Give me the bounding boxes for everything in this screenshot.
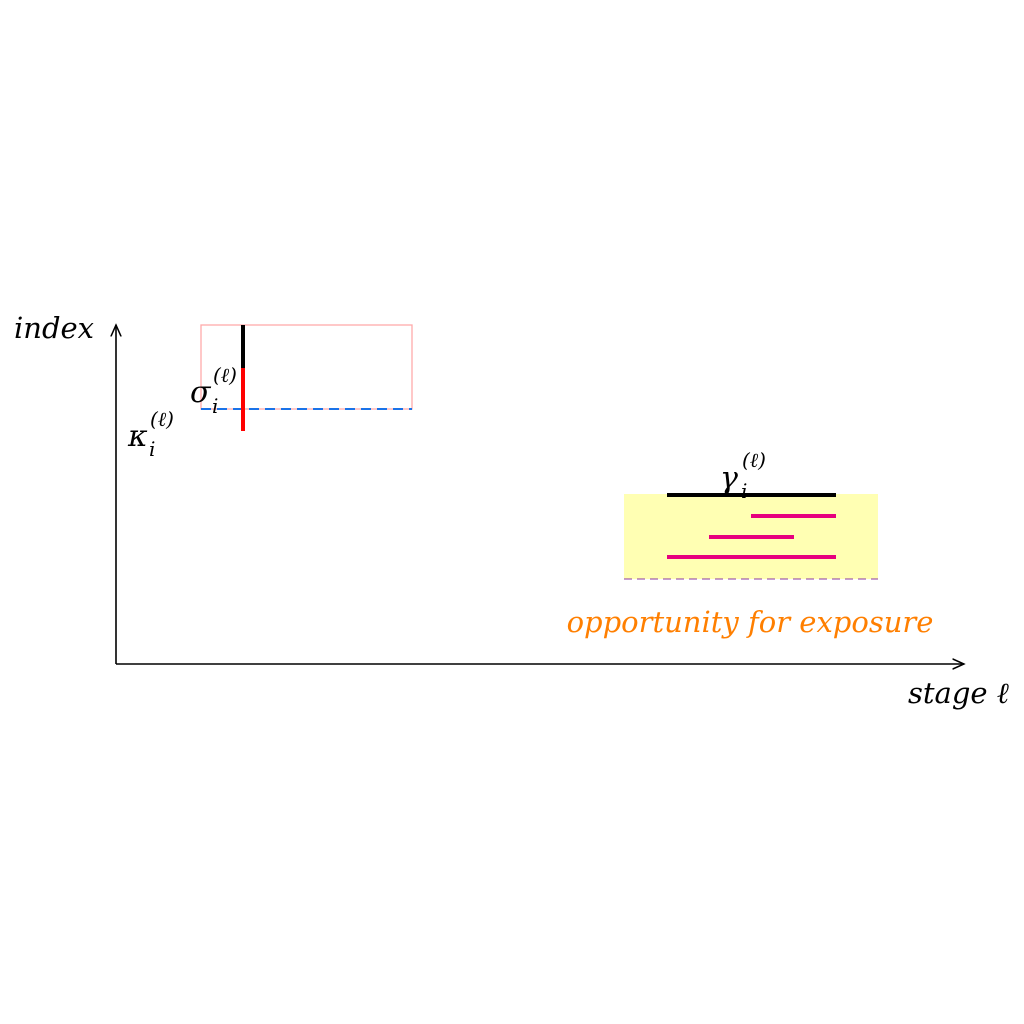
x-axis-label: stage ℓ: [908, 676, 1009, 710]
sigma-label: σ i (ℓ): [190, 363, 237, 418]
sigma-sub: i: [212, 394, 218, 418]
kappa-label: κ i (ℓ): [127, 407, 174, 461]
sigma-sup: (ℓ): [213, 363, 237, 387]
gamma-sup: (ℓ): [742, 448, 766, 472]
kappa-sup: (ℓ): [150, 407, 174, 431]
sigma-base: σ: [190, 375, 212, 410]
gamma-label: γ i (ℓ): [720, 448, 766, 503]
kappa-sub: i: [149, 437, 155, 461]
exposure-caption: opportunity for exposure: [567, 605, 934, 639]
kappa-base: κ: [127, 419, 148, 454]
gamma-sub: i: [741, 479, 747, 503]
y-axis-label: index: [14, 311, 94, 345]
gamma-base: γ: [720, 461, 738, 496]
